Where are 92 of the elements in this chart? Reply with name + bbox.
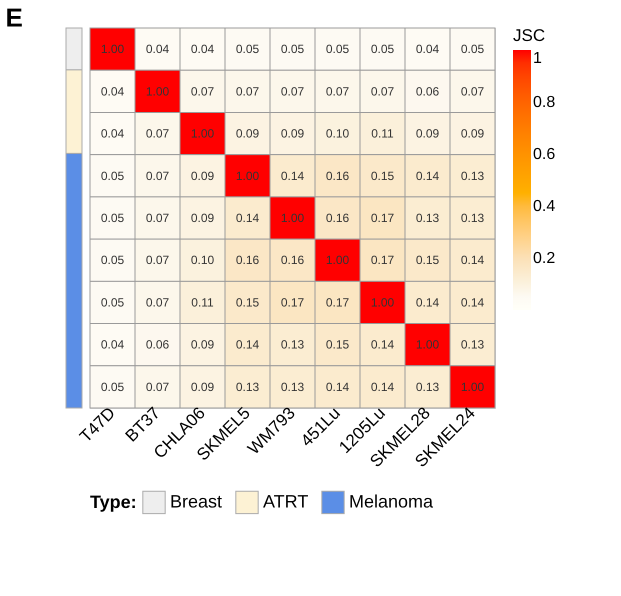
data-label: 0.09	[190, 338, 214, 352]
data-label: 0.07	[236, 84, 260, 98]
data-label: 0.17	[326, 295, 350, 310]
data-label: 0.07	[190, 84, 214, 98]
data-label: 0.13	[460, 211, 484, 225]
data-label: 0.13	[280, 338, 304, 352]
color-bar-label: 0.6	[533, 146, 556, 163]
color-bar-label: 0.8	[533, 94, 556, 111]
data-label: 0.13	[460, 168, 484, 183]
data-label: 0.06	[146, 338, 170, 352]
data-label: 0.13	[416, 211, 440, 225]
data-label: 0.05	[326, 42, 350, 56]
data-label: 0.04	[100, 84, 124, 98]
data-label: 1.00	[146, 84, 170, 98]
data-label: 0.13	[416, 380, 440, 394]
data-label: 0.04	[190, 42, 214, 56]
color-bar-label: 0.4	[533, 198, 556, 215]
chart-title: E	[6, 2, 23, 32]
data-label: 1.00	[236, 168, 260, 183]
data-label: 0.14	[460, 253, 484, 268]
data-label: 0.09	[190, 211, 214, 225]
data-label: 0.17	[280, 295, 304, 310]
data-label: 0.04	[416, 42, 440, 56]
data-label: 0.05	[370, 42, 394, 56]
data-label: 0.15	[416, 253, 440, 268]
data-label: 0.04	[100, 338, 124, 352]
data-label: 1.00	[190, 126, 214, 141]
data-label: 0.13	[460, 338, 484, 352]
data-label: 0.07	[146, 295, 170, 310]
data-label: 0.05	[100, 295, 124, 310]
data-label: 0.07	[326, 84, 350, 98]
data-label: 0.15	[326, 338, 350, 352]
color-bar-label: 0.2	[533, 250, 556, 267]
data-label: 0.16	[326, 168, 350, 183]
data-label: 0.14	[416, 168, 440, 183]
data-label: 0.07	[370, 84, 394, 98]
data-label: 0.09	[236, 126, 260, 141]
data-label: 0.05	[100, 380, 124, 394]
data-label: 0.04	[100, 126, 124, 141]
data-label: 0.15	[370, 168, 394, 183]
color-bar-title: JSC	[513, 26, 546, 45]
data-label: 1.00	[280, 211, 304, 225]
data-label: 0.14	[416, 295, 440, 310]
data-label: 0.07	[146, 253, 170, 268]
data-label: 1.00	[416, 338, 440, 352]
data-label: 0.14	[236, 211, 260, 225]
data-label: 0.09	[460, 126, 484, 141]
data-label: 0.07	[460, 84, 484, 98]
data-label: 0.16	[236, 253, 260, 268]
legend-label: Melanoma	[349, 491, 434, 512]
data-label: 0.10	[190, 253, 214, 268]
legend-label: Breast	[170, 491, 222, 512]
data-label: 0.09	[190, 168, 214, 183]
data-label: 0.07	[146, 126, 170, 141]
data-label: 0.04	[146, 42, 170, 56]
data-label: 0.06	[416, 84, 440, 98]
data-label: 0.05	[460, 42, 484, 56]
data-label: 1.00	[370, 295, 394, 310]
data-label: 0.07	[146, 380, 170, 394]
data-label: 1.00	[100, 42, 124, 56]
data-label: 1.00	[460, 380, 484, 394]
data-label: 0.13	[236, 380, 260, 394]
data-label: 0.14	[326, 380, 350, 394]
data-label: 0.09	[416, 126, 440, 141]
data-label: 0.09	[190, 380, 214, 394]
data-label: 0.05	[100, 211, 124, 225]
color-bar-label: 1	[533, 50, 542, 67]
data-label: 0.14	[370, 380, 394, 394]
data-label: 0.11	[191, 295, 214, 310]
data-label: 0.14	[236, 338, 260, 352]
data-label: 0.09	[280, 126, 304, 141]
data-label: 0.16	[280, 253, 304, 268]
data-label: 1.00	[326, 253, 350, 268]
data-label: 0.05	[100, 253, 124, 268]
data-label: 0.17	[370, 211, 394, 225]
data-label: 0.13	[280, 380, 304, 394]
data-label: 0.14	[460, 295, 484, 310]
data-label: 0.14	[280, 168, 304, 183]
data-label: 0.10	[326, 126, 350, 141]
data-label: 0.14	[370, 338, 394, 352]
data-label: 0.05	[236, 42, 260, 56]
data-label: 0.11	[371, 126, 394, 141]
data-label: 0.07	[146, 168, 170, 183]
data-label: 0.16	[326, 211, 350, 225]
data-label: 0.15	[236, 295, 260, 310]
data-label: 0.07	[280, 84, 304, 98]
data-label: 0.07	[146, 211, 170, 225]
data-label: 0.05	[100, 168, 124, 183]
legend-title: Type:	[90, 492, 137, 512]
legend-label: ATRT	[263, 491, 308, 512]
data-label: 0.17	[370, 253, 394, 268]
data-label: 0.05	[280, 42, 304, 56]
